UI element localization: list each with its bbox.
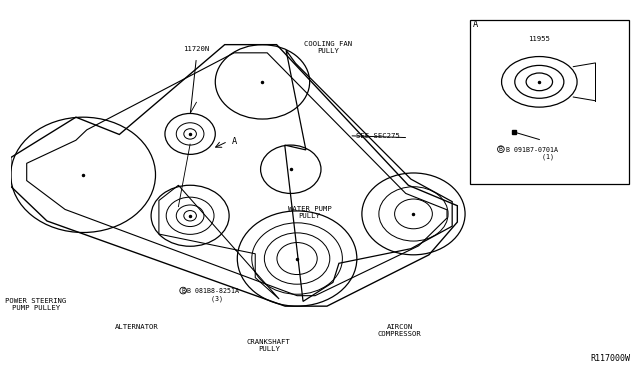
Bar — [470, 20, 628, 184]
Text: 11720N: 11720N — [183, 46, 209, 52]
Text: A: A — [232, 137, 237, 146]
Text: ALTERNATOR: ALTERNATOR — [115, 324, 159, 330]
Text: SEE SEC275: SEE SEC275 — [356, 133, 399, 139]
Text: A: A — [473, 20, 479, 29]
Text: WATER PUMP
PULLY: WATER PUMP PULLY — [288, 206, 332, 219]
Text: COOLING FAN
PULLY: COOLING FAN PULLY — [305, 41, 353, 54]
Text: B: B — [499, 146, 503, 152]
Text: B 091B7-0701A
         (1): B 091B7-0701A (1) — [506, 147, 558, 160]
Text: B: B — [181, 288, 185, 294]
Text: AIRCON
COMPRESSOR: AIRCON COMPRESSOR — [378, 324, 422, 337]
Text: 11955: 11955 — [529, 36, 550, 42]
Text: CRANKSHAFT
PULLY: CRANKSHAFT PULLY — [247, 339, 291, 352]
Text: B 081B8-8251A
      (3): B 081B8-8251A (3) — [187, 288, 239, 302]
Text: POWER STEERING
PUMP PULLEY: POWER STEERING PUMP PULLEY — [5, 298, 67, 311]
Text: R117000W: R117000W — [591, 354, 630, 363]
